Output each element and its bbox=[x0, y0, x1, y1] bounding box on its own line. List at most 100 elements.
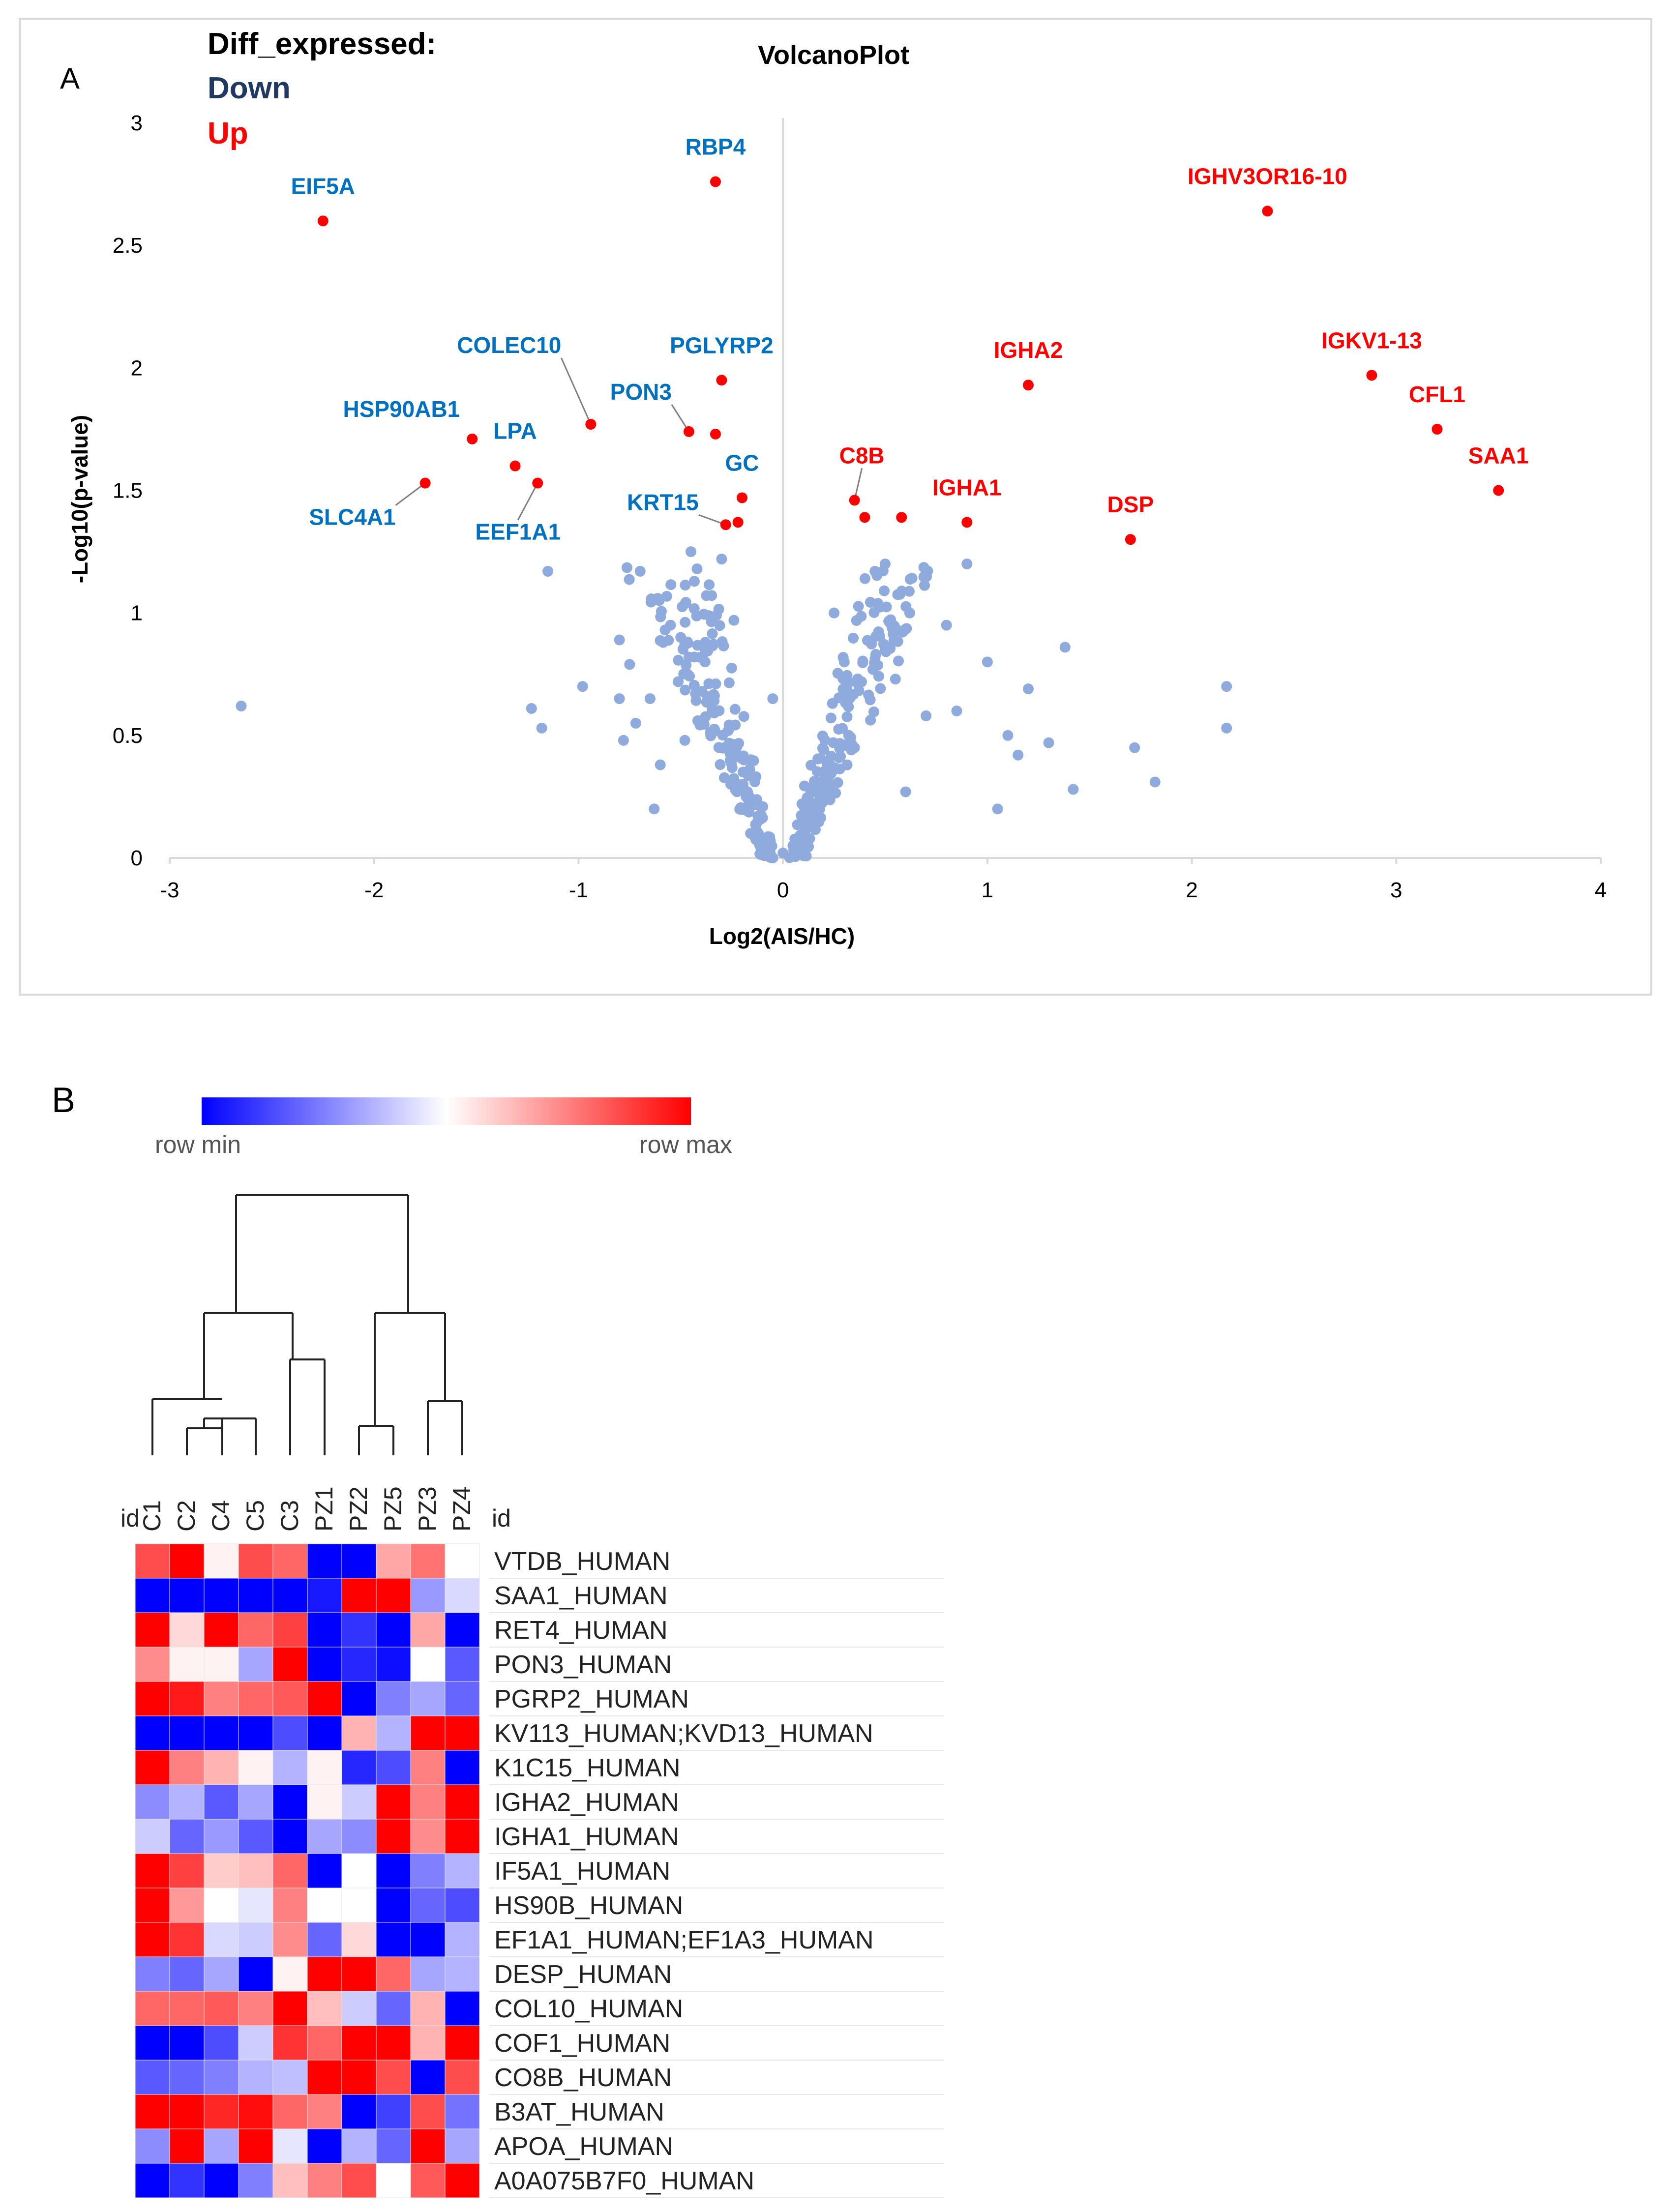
nonsignificant-point bbox=[688, 576, 700, 587]
heatmap-cell bbox=[204, 1715, 239, 1751]
nonsignificant-point bbox=[680, 598, 691, 609]
heatmap-cell bbox=[445, 1612, 480, 1648]
heatmap-cell bbox=[445, 1853, 480, 1888]
leader-line bbox=[517, 482, 538, 521]
nonsignificant-point bbox=[848, 632, 859, 644]
significant-point bbox=[532, 477, 543, 489]
heatmap-cell bbox=[445, 1543, 480, 1579]
nonsignificant-point bbox=[817, 742, 828, 754]
point-label: SAA1 bbox=[1468, 443, 1529, 469]
y-tick-label: 0.5 bbox=[113, 724, 143, 748]
point-label: RBP4 bbox=[686, 134, 746, 160]
heatmap-row-label: COL10_HUMAN bbox=[494, 1995, 683, 2023]
heatmap-cell bbox=[169, 2025, 205, 2061]
heatmap-cell bbox=[445, 1888, 480, 1923]
nonsignificant-point bbox=[542, 565, 554, 577]
heatmap-row-label: EF1A1_HUMAN;EF1A3_HUMAN bbox=[494, 1926, 874, 1954]
significant-point bbox=[710, 428, 721, 440]
heatmap-cell bbox=[169, 1543, 205, 1579]
heatmap-cell bbox=[238, 1681, 273, 1716]
heatmap-cell bbox=[169, 1784, 205, 1820]
heatmap-cell bbox=[135, 1543, 170, 1579]
heatmap-column-label: C1 bbox=[138, 1500, 166, 1532]
heatmap-row-label: IF5A1_HUMAN bbox=[494, 1857, 670, 1886]
significant-point bbox=[419, 477, 431, 489]
heatmap-row-label: IGHA2_HUMAN bbox=[494, 1788, 679, 1817]
heatmap-cell bbox=[204, 1681, 239, 1716]
nonsignificant-point bbox=[1221, 722, 1232, 734]
nonsignificant-point bbox=[680, 684, 691, 696]
heatmap-cell bbox=[204, 1956, 239, 1992]
heatmap-cell bbox=[307, 1819, 342, 1854]
heatmap-cell bbox=[238, 2163, 273, 2198]
heatmap-cell bbox=[204, 1853, 239, 1888]
heatmap-cell bbox=[410, 1819, 446, 1854]
heatmap-cell bbox=[445, 1956, 480, 1992]
nonsignificant-point bbox=[704, 579, 715, 590]
nonsignificant-point bbox=[705, 730, 717, 741]
heatmap-cell bbox=[169, 1956, 205, 1992]
nonsignificant-point bbox=[621, 562, 632, 573]
heatmap-cell bbox=[341, 1543, 377, 1579]
significant-point bbox=[720, 519, 731, 531]
point-label: KRT15 bbox=[627, 489, 699, 515]
heatmap-cell bbox=[272, 2025, 308, 2061]
significant-point bbox=[1125, 534, 1136, 545]
nonsignificant-point bbox=[738, 750, 749, 762]
heatmap-cell bbox=[272, 1819, 308, 1854]
y-tick-label: 2 bbox=[131, 356, 143, 380]
point-label: PGLYRP2 bbox=[670, 332, 774, 358]
volcano-axes: -3 -2 -1 0 1 2 3 4 0 0.5 1 1.5 2 2.5 3 bbox=[113, 111, 1607, 902]
legend-title: Diff_expressed: bbox=[208, 27, 436, 61]
x-tick-label: -2 bbox=[364, 878, 384, 902]
heatmap-cell bbox=[376, 1681, 411, 1716]
nonsignificant-point bbox=[879, 585, 890, 596]
heatmap-cell bbox=[272, 1750, 308, 1785]
heatmap-cell bbox=[272, 1956, 308, 1992]
nonsignificant-point bbox=[702, 646, 713, 657]
heatmap-cell bbox=[204, 1647, 239, 1682]
heatmap-cell bbox=[238, 1543, 273, 1579]
x-tick-label: 3 bbox=[1390, 878, 1402, 902]
nonsignificant-point bbox=[663, 635, 674, 646]
heatmap-cell bbox=[410, 2094, 446, 2129]
heatmap-cell bbox=[204, 1784, 239, 1820]
heatmap-cell bbox=[135, 2094, 170, 2129]
heatmap-cell bbox=[445, 1819, 480, 1854]
nonsignificant-point bbox=[992, 803, 1003, 815]
heatmap-cell bbox=[410, 1888, 446, 1923]
nonsignificant-point bbox=[870, 631, 882, 642]
heatmap-cell bbox=[307, 1750, 342, 1785]
heatmap-cell bbox=[341, 1888, 377, 1923]
heatmap-column-label: PZ3 bbox=[414, 1486, 441, 1532]
nonsignificant-point bbox=[577, 681, 588, 692]
legend-down: Down bbox=[208, 71, 291, 105]
heatmap-cell bbox=[445, 1991, 480, 2026]
nonsignificant-point bbox=[841, 759, 853, 770]
heatmap-cell bbox=[445, 2128, 480, 2164]
nonsignificant-point bbox=[711, 610, 722, 621]
significant-point bbox=[1493, 485, 1504, 496]
heatmap-cell bbox=[445, 2163, 480, 2198]
heatmap-cell bbox=[135, 1922, 170, 1957]
nonsignificant-point bbox=[810, 817, 822, 828]
nonsignificant-point bbox=[900, 786, 911, 797]
nonsignificant-point bbox=[1013, 749, 1024, 761]
nonsignificant-point bbox=[825, 712, 836, 724]
heatmap-cell bbox=[204, 2094, 239, 2129]
heatmap-column-label: C4 bbox=[207, 1500, 235, 1532]
volcano-point-labels: EIF5A RBP4 IGHV3OR16-10 COLEC10 PGLYRP2 PON3 I… bbox=[291, 134, 1529, 545]
nonsignificant-point bbox=[723, 677, 735, 688]
heatmap-row-label: PON3_HUMAN bbox=[494, 1651, 672, 1679]
heatmap-cell bbox=[307, 2094, 342, 2129]
heatmap-cell bbox=[341, 1715, 377, 1751]
heatmap-cell bbox=[238, 1888, 273, 1923]
point-label: SLC4A1 bbox=[309, 504, 395, 530]
heatmap-cell bbox=[135, 2128, 170, 2164]
nonsignificant-point bbox=[681, 659, 692, 671]
heatmap-cell bbox=[341, 2128, 377, 2164]
nonsignificant-point bbox=[951, 706, 962, 716]
nonsignificant-point bbox=[715, 759, 726, 770]
colorbar-max-label: row max bbox=[639, 1131, 732, 1158]
heatmap-cell bbox=[307, 1888, 342, 1923]
